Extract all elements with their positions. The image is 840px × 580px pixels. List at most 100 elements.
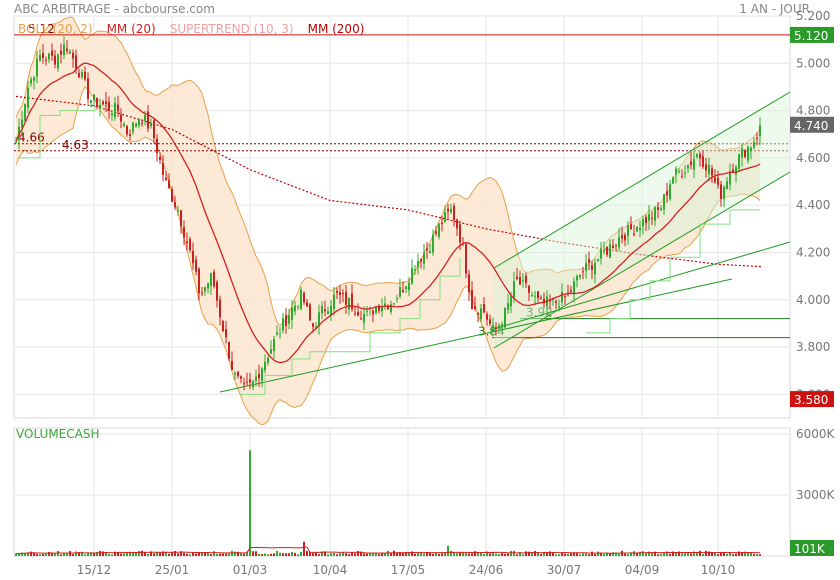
supertrend-line <box>18 105 760 395</box>
volume-bar <box>282 553 284 556</box>
volume-bar <box>312 553 314 556</box>
volume-bar <box>366 553 368 556</box>
candle-body <box>90 100 92 103</box>
candle-body <box>549 300 551 302</box>
candle-body <box>84 71 86 80</box>
badge-top-bg <box>790 26 834 43</box>
x-tick-label: 10/04 <box>313 563 348 577</box>
volume-bar <box>504 553 506 556</box>
volume-bar <box>69 550 71 556</box>
trend-line <box>493 91 791 269</box>
candle-body <box>384 303 386 307</box>
candle-body <box>426 248 428 251</box>
volume-bar <box>222 553 224 556</box>
volume-bar <box>249 450 251 556</box>
candle-body <box>21 119 23 128</box>
volume-bar <box>258 553 260 556</box>
candle-body <box>147 111 149 129</box>
volume-bar <box>498 554 500 556</box>
candle-body <box>357 312 359 316</box>
candle-body <box>345 291 347 305</box>
candle-body <box>123 124 125 127</box>
volume-bar <box>408 552 410 556</box>
candle-body <box>636 227 638 232</box>
volume-bar <box>126 551 128 556</box>
chart-title: ABC ARBITRAGE - abcbourse.com <box>14 2 215 16</box>
candle-body <box>459 224 461 243</box>
candle-body <box>435 231 437 234</box>
candle-body <box>759 125 761 137</box>
candle-body <box>270 349 272 354</box>
candle-body <box>57 54 59 69</box>
volume-bar <box>660 553 662 556</box>
volume-bar <box>39 554 41 556</box>
volume-bar <box>444 552 446 556</box>
volume-bar <box>426 552 428 556</box>
legend: BOLL (20, 2) MM (20) SUPERTREND (10, 3) MM … <box>18 22 364 36</box>
candle-body <box>477 312 479 315</box>
candle-body <box>579 274 581 278</box>
candle-body <box>327 311 329 314</box>
volume-bar <box>339 553 341 556</box>
volume-bar <box>255 551 257 556</box>
volume-bar <box>291 551 293 556</box>
candle-body <box>234 373 236 375</box>
volume-bars <box>15 450 761 556</box>
x-tick-label: 25/01 <box>155 563 190 577</box>
candle-body <box>207 283 209 289</box>
volume-bar <box>261 554 263 556</box>
volume-bar <box>213 551 215 556</box>
candle-body <box>591 265 593 270</box>
volume-bar <box>753 554 755 556</box>
level-label: 4.66 <box>18 131 45 145</box>
candle-body <box>102 101 104 105</box>
candle-body <box>561 291 563 303</box>
volume-bar <box>732 554 734 556</box>
volume-bar <box>60 554 62 556</box>
candle-body <box>99 104 101 108</box>
volume-bar <box>384 552 386 556</box>
volume-frame <box>13 427 791 557</box>
volume-bar <box>306 550 308 556</box>
candle-body <box>249 379 251 383</box>
candle-body <box>639 227 641 231</box>
volume-bar <box>159 552 161 556</box>
volume-bar <box>108 553 110 556</box>
candle-body <box>690 161 692 165</box>
volume-bar <box>303 541 305 556</box>
volume-bar <box>429 553 431 556</box>
candle-body <box>294 305 296 312</box>
candle-body <box>237 372 239 377</box>
candle-body <box>723 186 725 199</box>
volume-bar <box>420 551 422 556</box>
volume-bar <box>726 554 728 556</box>
volume-panel-label: VOLUMECASH <box>16 427 100 441</box>
candle-body <box>111 113 113 116</box>
candle-body <box>744 150 746 157</box>
candle-body <box>573 281 575 295</box>
candle-body <box>714 177 716 182</box>
legend-item-0: BOLL (20, 2) <box>18 22 93 36</box>
candle-body <box>603 250 605 253</box>
volume-bar <box>720 551 722 556</box>
volume-bar <box>264 553 266 556</box>
candle-body <box>504 307 506 328</box>
volume-bar <box>738 551 740 556</box>
volume-bar <box>186 553 188 556</box>
volume-bar <box>267 554 269 556</box>
volume-bar <box>573 552 575 556</box>
volume-bar <box>240 552 242 556</box>
volume-bar <box>711 552 713 556</box>
candle-body <box>741 148 743 158</box>
candle-body <box>423 252 425 264</box>
candle-body <box>366 310 368 312</box>
volume-bar <box>522 554 524 556</box>
candle-body <box>339 292 341 296</box>
volume-bar <box>453 552 455 556</box>
volume-bar <box>66 553 68 556</box>
volume-bar <box>531 552 533 556</box>
candle-body <box>447 208 449 212</box>
candle-body <box>522 279 524 281</box>
bollinger-fill <box>16 17 760 425</box>
volume-bar <box>717 554 719 556</box>
